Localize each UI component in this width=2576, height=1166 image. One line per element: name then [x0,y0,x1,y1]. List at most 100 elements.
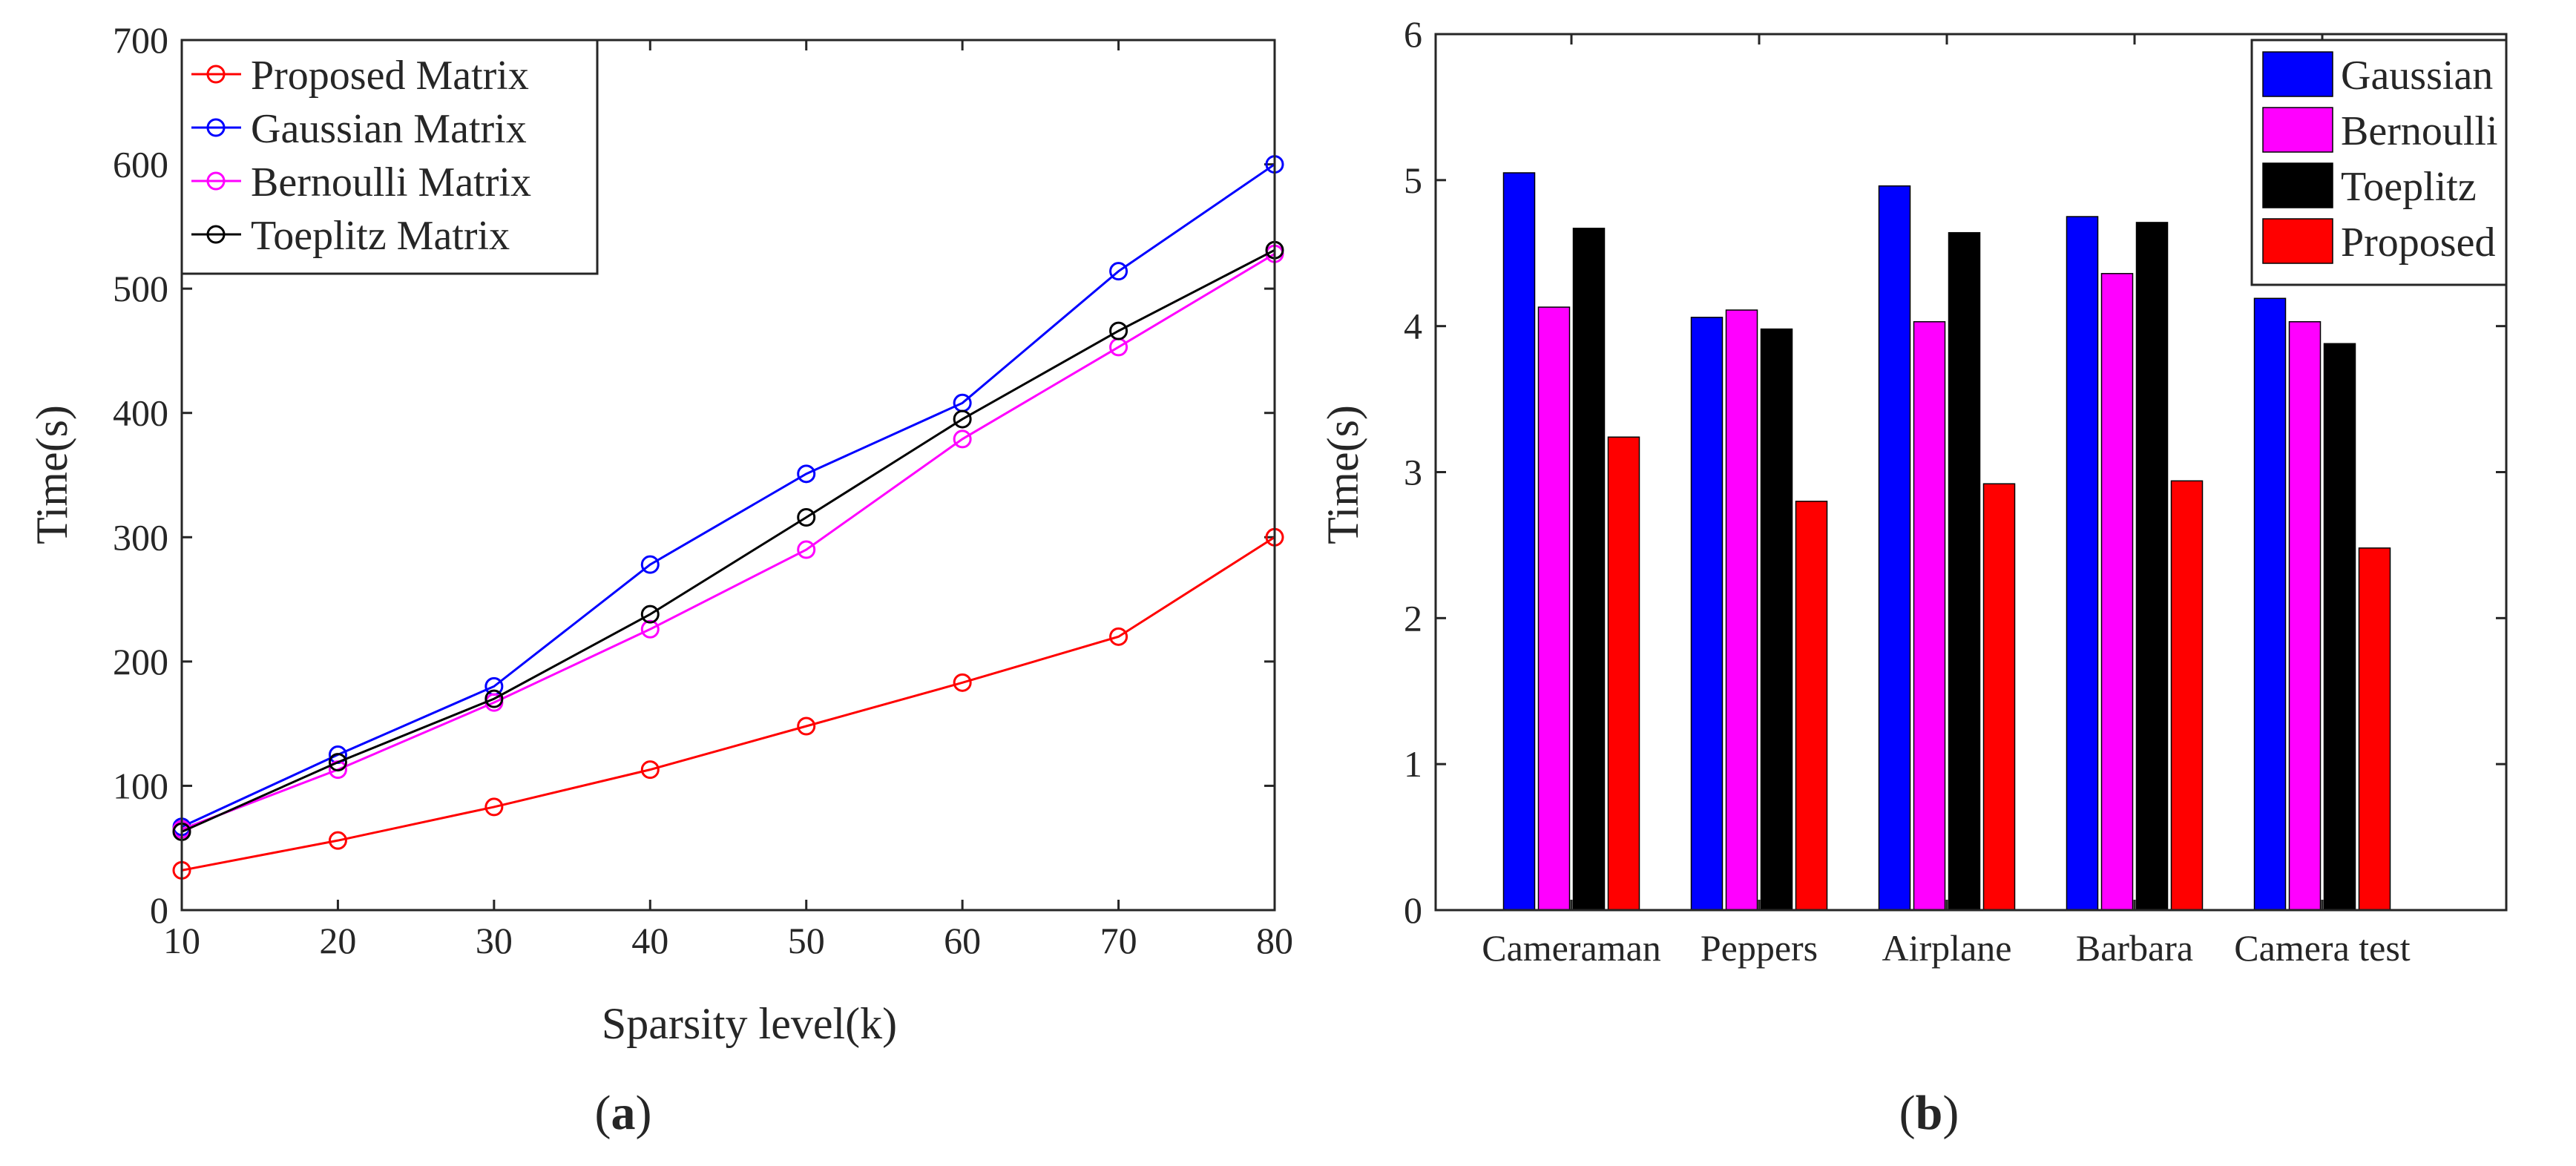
legend-label-proposed: Proposed [2341,220,2495,266]
x-tick-label: Airplane [1882,927,2012,969]
bar-toeplitz [2323,343,2356,911]
bar-proposed [2358,547,2391,911]
legend-swatch-proposed [2262,218,2333,264]
data-point-proposed [328,831,347,850]
data-point-toeplitz [640,605,660,624]
data-point-proposed [640,760,660,780]
data-point-toeplitz [797,507,816,527]
series-line-gaussian [181,163,1275,829]
series-line-bernoulli [181,252,1275,831]
legend-marker-toeplitz [206,225,226,244]
bar-proposed [2170,480,2204,911]
data-point-bernoulli [953,429,972,449]
y-tick-label: 4 [1404,306,1422,347]
data-point-bernoulli [797,540,816,559]
y-tick-label: 500 [113,268,168,309]
panel-label-a: (a) [595,1086,652,1140]
y-tick-label: 0 [150,889,168,931]
bar-bernoulli [1725,309,1758,911]
line-chart-a-x-label: Sparsity level(k) [602,999,897,1048]
data-point-bernoulli [640,619,660,639]
bar-group-1 [1690,309,1828,911]
x-tick-label: 40 [631,920,668,961]
legend-label-bernoulli: Bernoulli Matrix [251,159,531,205]
line-chart-a-series [172,155,1284,880]
bar-chart-b-legend: Gaussian Bernoulli Toeplitz Proposed [2250,39,2508,286]
line-chart-a-legend-box [180,39,599,275]
bar-toeplitz [2135,222,2169,911]
bar-chart-b-bars [1502,172,2391,911]
bar-gaussian [2253,297,2287,911]
bar-toeplitz [1948,231,1981,911]
bar-gaussian [1690,317,1724,911]
x-tick-label: 50 [788,920,825,961]
data-point-proposed [797,717,816,736]
y-tick-label: 2 [1404,597,1422,639]
legend-label-bernoulli: Bernoulli [2341,108,2498,154]
bar-group-0 [1502,172,1640,911]
data-point-gaussian [1109,262,1128,281]
legend-label-gaussian: Gaussian Matrix [251,106,527,152]
data-point-toeplitz [484,689,504,708]
legend-swatch-toeplitz [2262,162,2333,208]
series-line-proposed [181,536,1275,872]
y-tick-label: 400 [113,392,168,434]
line-chart-a: 10 20 30 40 50 60 70 80 0 100 200 300 400 500 600 700 S… [27,19,1293,1140]
bar-chart-b-y-label: Time(s) [1318,405,1367,544]
line-chart-a-legend: Proposed Matrix Gaussian Matrix Bernoulli … [180,39,599,275]
legend-label-gaussian: Gaussian [2341,53,2493,99]
bar-chart-b-ticks: 0 1 2 3 4 5 6 Cameraman Peppers Airplane Barbara Ca… [1404,13,2506,969]
data-point-proposed [1109,627,1128,646]
bar-gaussian [1878,185,1911,911]
bar-gaussian [2066,216,2099,911]
bar-bernoulli [2288,321,2322,911]
panel-label-b: (b) [1899,1086,1959,1140]
bar-chart-b-axes-box [1434,33,2508,912]
x-tick-label: 30 [476,920,513,961]
bar-proposed [1607,436,1640,911]
bar-toeplitz [1760,328,1793,911]
y-tick-label: 5 [1404,159,1422,201]
x-tick-label: 10 [163,920,200,961]
data-point-toeplitz [328,753,347,772]
x-tick-label: 20 [319,920,356,961]
y-tick-label: 6 [1404,13,1422,55]
y-tick-label: 600 [113,144,168,185]
legend-swatch-bernoulli [2262,107,2333,153]
legend-label-toeplitz: Toeplitz Matrix [251,213,510,259]
x-tick-label: 60 [944,920,981,961]
y-tick-label: 1 [1404,743,1422,785]
data-point-toeplitz [1109,321,1128,340]
bar-group-4 [2253,297,2391,911]
x-tick-label: Peppers [1701,927,1818,969]
bar-proposed [1795,501,1828,911]
x-tick-label: 70 [1100,920,1137,961]
y-tick-label: 300 [113,516,168,558]
bar-chart-b: 0 1 2 3 4 5 6 Cameraman Peppers Airplane Barbara Ca… [1318,13,2508,1140]
legend-label-proposed: Proposed Matrix [251,53,529,99]
y-tick-label: 200 [113,641,168,682]
y-tick-label: 100 [113,765,168,806]
line-chart-a-ticks: 10 20 30 40 50 60 70 80 0 100 200 300 400 500 600 700 [113,19,1293,961]
bar-bernoulli [1537,306,1571,911]
line-chart-a-y-label: Time(s) [27,405,76,544]
series-proposed [172,527,1284,880]
y-tick-label: 0 [1404,889,1422,931]
legend-marker-bernoulli [206,171,226,191]
data-point-proposed [953,673,972,692]
data-point-gaussian [640,555,660,574]
bar-bernoulli [1913,321,1946,911]
x-tick-label: Cameraman [1482,927,1661,969]
series-line-toeplitz [181,248,1275,833]
bar-bernoulli [2100,273,2134,911]
legend-marker-proposed [206,65,226,84]
data-point-proposed [484,797,504,817]
data-point-gaussian [797,464,816,484]
x-tick-label: Camera test [2234,927,2411,969]
y-tick-label: 700 [113,19,168,61]
legend-marker-gaussian [206,118,226,137]
x-tick-label: Barbara [2076,927,2193,969]
bar-gaussian [1502,172,1536,911]
legend-swatch-gaussian [2262,51,2333,97]
